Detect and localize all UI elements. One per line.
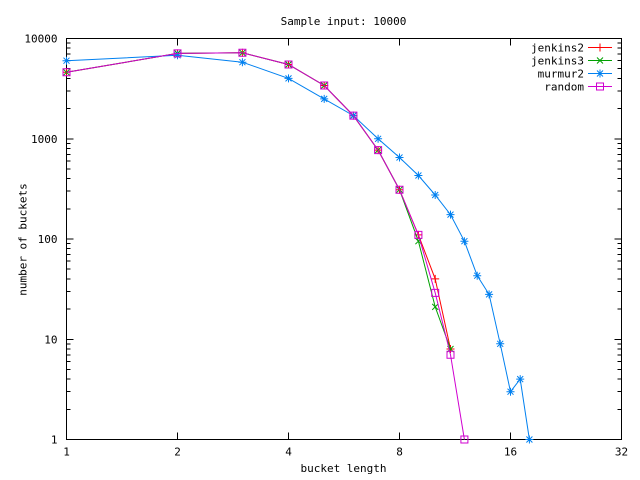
series-jenkins2-markers xyxy=(62,48,455,353)
legend-item-murmur2: murmur2 xyxy=(538,68,612,81)
tick-labels: 1 2 4 8 16 32 1 10 100 1000 10000 xyxy=(24,33,628,459)
series-jenkins3-markers xyxy=(63,49,454,353)
legend-square-marker-icon xyxy=(596,82,604,91)
series-random-markers xyxy=(62,48,469,444)
legend-label: jenkins3 xyxy=(531,55,584,68)
series-murmur2-line xyxy=(66,54,530,440)
series-murmur2-markers xyxy=(62,51,534,444)
series-murmur2 xyxy=(62,51,534,444)
legend-item-jenkins3: jenkins3 xyxy=(531,55,612,68)
y-tick-label: 10000 xyxy=(24,33,57,46)
y-tick-label: 100 xyxy=(38,233,58,246)
x-tick-label: 16 xyxy=(504,446,517,459)
x-tick-label: 4 xyxy=(285,446,292,459)
legend-cross-marker-icon xyxy=(596,57,604,64)
x-tick-label: 2 xyxy=(174,446,181,459)
legend-item-jenkins2: jenkins2 xyxy=(531,42,612,55)
series-jenkins3 xyxy=(63,49,454,353)
legend-label: murmur2 xyxy=(538,68,584,81)
legend-label: jenkins2 xyxy=(531,42,584,55)
series-jenkins2-line xyxy=(66,52,451,350)
y-tick-label: 1 xyxy=(51,434,58,447)
legend-item-random: random xyxy=(544,81,612,94)
series-jenkins3-line xyxy=(66,52,451,350)
series-random-line xyxy=(66,52,465,440)
x-tick-label: 8 xyxy=(396,446,403,459)
series-random xyxy=(62,48,469,444)
legend-label: random xyxy=(544,81,584,94)
legend-plus-marker-icon xyxy=(596,43,604,52)
x-tick-label: 32 xyxy=(615,446,628,459)
series-jenkins2 xyxy=(62,48,455,353)
y-tick-label: 10 xyxy=(44,333,57,346)
x-tick-label: 1 xyxy=(63,446,70,459)
axes xyxy=(66,38,622,440)
plot-border xyxy=(66,38,622,440)
legend-asterisk-marker-icon xyxy=(596,69,604,78)
y-tick-label: 1000 xyxy=(31,133,58,146)
x-axis-label: bucket length xyxy=(300,462,387,475)
chart-title: Sample input: 10000 xyxy=(280,15,407,28)
